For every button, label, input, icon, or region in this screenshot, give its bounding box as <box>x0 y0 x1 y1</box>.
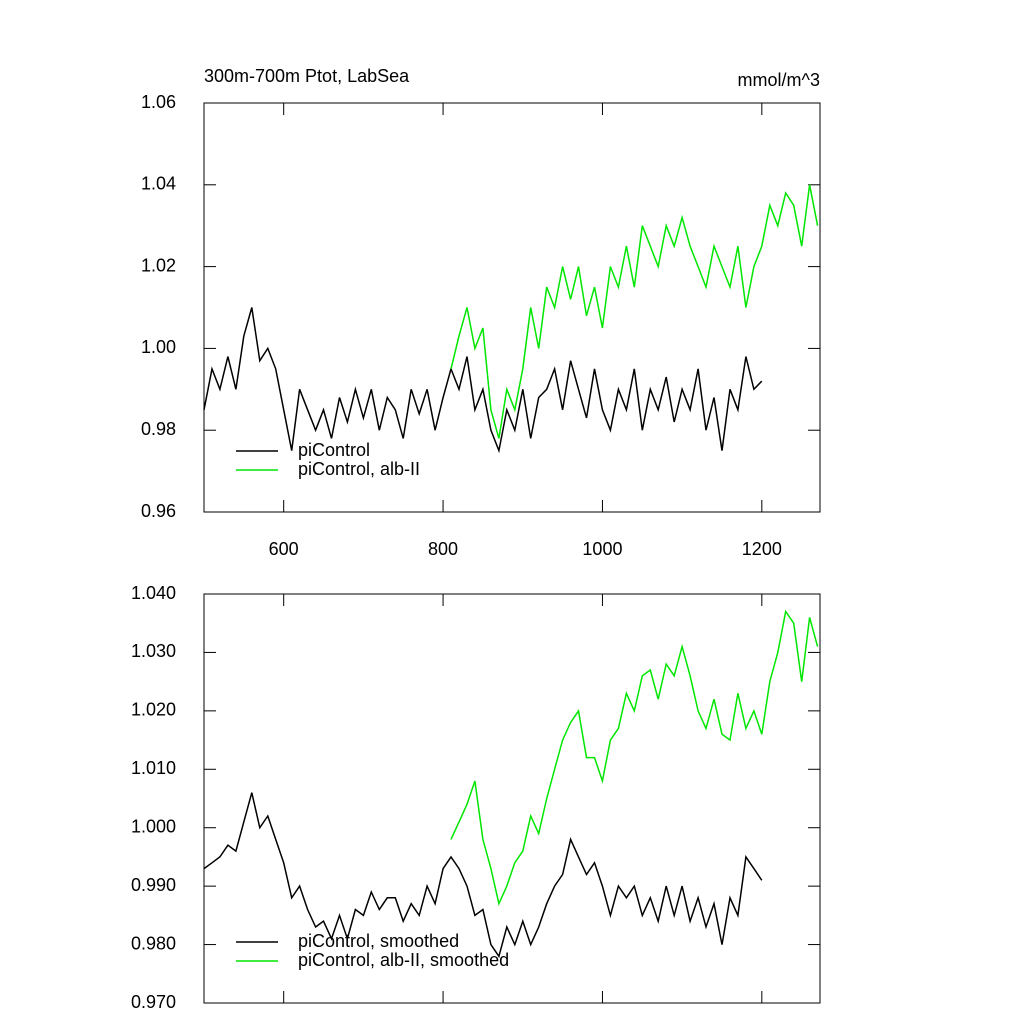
legend-label: piControl, alb-II, smoothed <box>298 950 509 970</box>
y-tick-label: 0.980 <box>131 933 176 953</box>
x-tick-label: 1000 <box>582 539 622 559</box>
y-tick-label: 1.000 <box>131 816 176 836</box>
units-label: mmol/m^3 <box>738 70 820 90</box>
legend-label: piControl, smoothed <box>298 931 459 951</box>
plot-frame <box>203 593 821 1004</box>
series-line <box>203 792 763 959</box>
y-tick-label: 1.04 <box>141 174 176 194</box>
y-tick-label: 1.040 <box>131 583 176 603</box>
series-line <box>203 307 763 454</box>
plot-frame <box>203 102 821 513</box>
legend-label: piControl <box>298 440 370 460</box>
y-tick-label: 1.010 <box>131 758 176 778</box>
y-tick-label: 0.970 <box>131 992 176 1012</box>
x-tick-label: 600 <box>269 539 299 559</box>
y-tick-label: 1.02 <box>141 255 176 275</box>
x-tick-label: 1200 <box>742 539 782 559</box>
y-tick-label: 1.00 <box>141 337 176 357</box>
series-line <box>450 609 819 907</box>
y-tick-label: 1.06 <box>141 92 176 112</box>
y-tick-label: 1.020 <box>131 700 176 720</box>
y-tick-label: 0.990 <box>131 875 176 895</box>
x-tick-label: 800 <box>428 539 458 559</box>
chart-title: 300m-700m Ptot, LabSea <box>204 66 410 86</box>
legend-label: piControl, alb-II <box>298 459 420 479</box>
y-tick-label: 0.98 <box>141 419 176 439</box>
y-tick-label: 0.96 <box>141 501 176 521</box>
y-tick-label: 1.030 <box>131 641 176 661</box>
series-line <box>450 184 819 439</box>
